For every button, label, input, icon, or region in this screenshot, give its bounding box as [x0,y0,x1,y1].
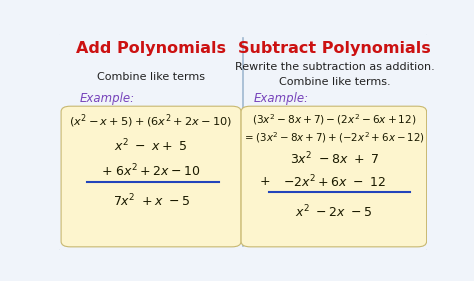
Text: $x^2\ -\ x+\ 5$: $x^2\ -\ x+\ 5$ [114,138,188,155]
Text: Example:: Example: [254,92,309,105]
Text: $7x^2\ +x\ -5$: $7x^2\ +x\ -5$ [113,193,190,210]
Text: Combine like terms: Combine like terms [97,72,205,82]
Text: $\left(x^2-x+5\right)+\left(6x^2+2x-10\right)$: $\left(x^2-x+5\right)+\left(6x^2+2x-10\r… [69,113,233,130]
Text: Example:: Example: [80,92,135,105]
Text: Rewrite the subtraction as addition.: Rewrite the subtraction as addition. [235,62,435,72]
Text: $=\left(3x^2-8x+7\right)+\left(-2x^2+6x-12\right)$: $=\left(3x^2-8x+7\right)+\left(-2x^2+6x-… [243,131,425,145]
Text: $3x^2\ -8x\ +\ 7$: $3x^2\ -8x\ +\ 7$ [290,151,379,167]
FancyBboxPatch shape [241,106,427,247]
FancyBboxPatch shape [61,106,241,247]
Text: Add Polynomials: Add Polynomials [76,41,226,56]
FancyBboxPatch shape [57,33,428,251]
Text: Combine like terms.: Combine like terms. [279,77,391,87]
Text: Subtract Polynomials: Subtract Polynomials [238,41,431,56]
Text: $x^2\ -2x\ -5$: $x^2\ -2x\ -5$ [295,204,373,221]
Text: $+$: $+$ [259,175,271,189]
Text: $-2x^2+6x\ -\ 12$: $-2x^2+6x\ -\ 12$ [283,174,385,190]
Text: $+\ 6x^2+2x-10$: $+\ 6x^2+2x-10$ [101,163,201,179]
Text: $\left(3x^2-8x+7\right)-\left(2x^2-6x+12\right)$: $\left(3x^2-8x+7\right)-\left(2x^2-6x+12… [252,113,416,128]
